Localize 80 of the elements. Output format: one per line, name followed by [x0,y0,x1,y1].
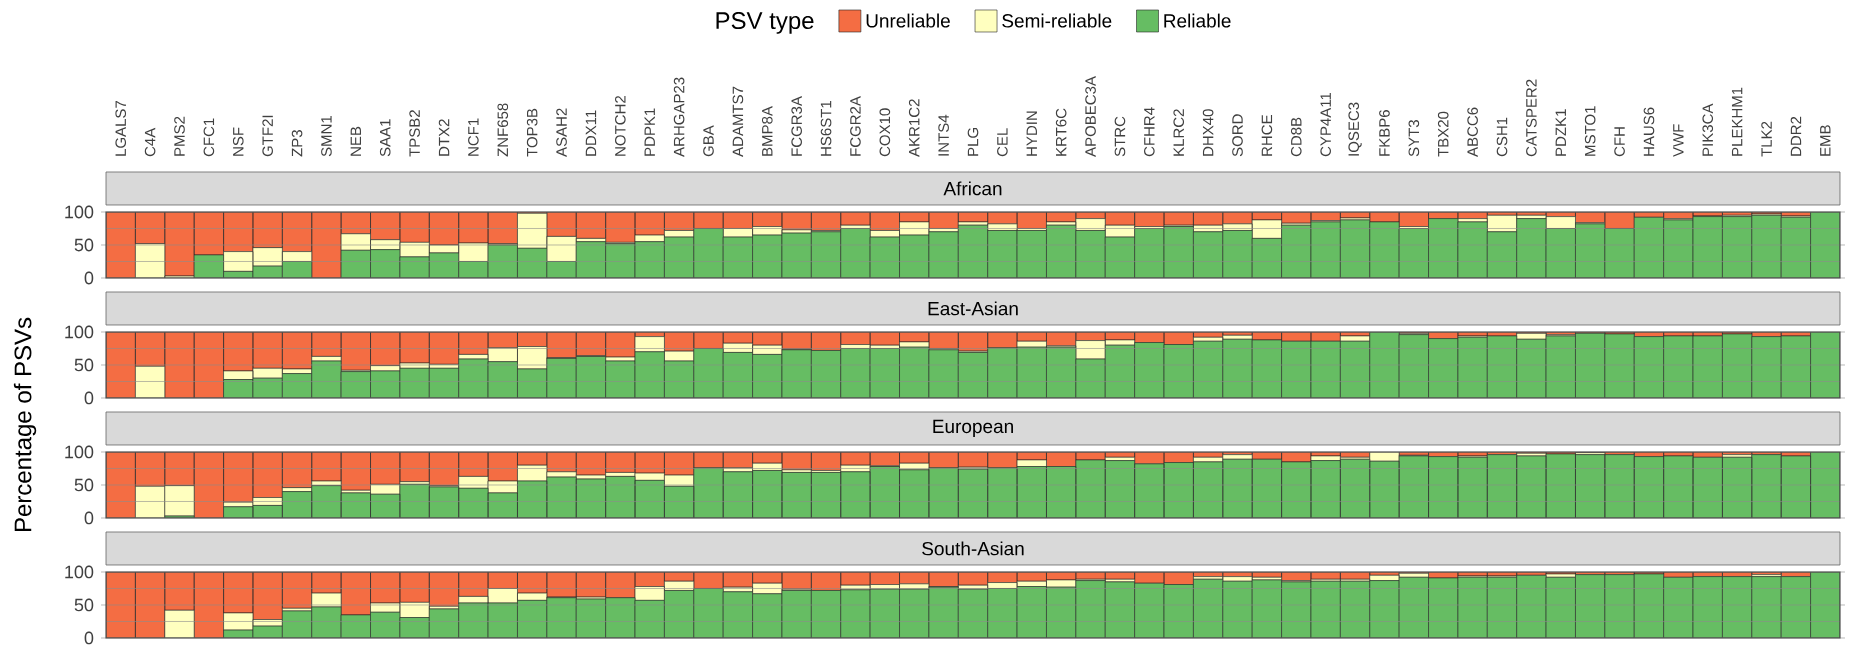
x-tick-label: DTX2 [438,119,450,156]
y-tick-label: 100 [65,565,94,579]
y-tick-label: 100 [65,445,94,459]
y-tick-label: 100 [65,205,94,219]
y-tick-label: 100 [65,325,94,339]
x-tick-label: ASAH2 [556,108,567,157]
x-tick-label: RHCE [1261,115,1273,156]
x-tick-label: CATSPER2 [1526,79,1537,157]
x-tick-label: MSTO1 [1584,106,1596,156]
x-tick-label: EMB [1820,125,1831,156]
x-tick-label: TPSB2 [409,110,420,157]
x-tick-label: FKBP6 [1379,110,1390,156]
x-tick-label: TLK2 [1761,121,1772,157]
chart-title: European [933,419,1013,437]
x-tick-label: DDR2 [1790,116,1802,156]
x-tick-label: FCGR2A [850,96,861,156]
x-tick-label: STRC [1114,116,1126,157]
x-tick-label: DHX40 [1202,109,1214,156]
x-tick-label: FCGR3A [791,96,802,156]
x-tick-label: GTF2I [262,115,273,157]
x-tick-label: VWF [1673,124,1684,157]
x-tick-label: ABCC6 [1467,107,1478,157]
x-tick-label: PLEKHM1 [1731,87,1743,156]
x-tick-label: ARHGAP23 [673,77,685,157]
x-tick-label: CEL [997,128,1008,157]
x-tick-label: CFC1 [203,118,215,157]
x-tick-label: C4A [144,127,156,157]
legend-label: Reliable [1164,13,1231,28]
y-tick-label: 50 [74,478,94,492]
x-tick-label: SMN1 [321,115,332,157]
x-tick-label: PMS2 [174,116,185,156]
chart-title: South-Asian [922,541,1024,556]
x-tick-label: ZNF658 [497,103,509,157]
x-tick-label: HYDIN [1026,111,1037,156]
x-tick-label: HS6ST1 [820,100,832,156]
y-tick-label: 50 [74,358,94,372]
x-tick-label: PDZK1 [1555,109,1566,156]
x-tick-label: NEB [350,126,361,156]
x-tick-label: CFH [1614,127,1625,157]
x-tick-label: KRT6C [1055,108,1067,156]
x-tick-label: PIK3CA [1702,103,1714,156]
x-tick-label: PDPK1 [644,108,655,156]
x-tick-label: PLG [967,128,979,156]
x-tick-label: TOP3B [526,108,538,157]
y-axis-title: Percentage of PSVs [13,317,37,532]
x-tick-label: IQSEC3 [1348,102,1362,156]
chart-title: East-Asian [928,301,1018,316]
y-tick-label: 0 [84,511,94,525]
x-tick-label: APOBEC3A [1085,76,1096,157]
x-tick-label: NOTCH2 [615,96,626,156]
x-tick-label: ADAMTS7 [732,86,744,157]
x-tick-label: AKR1C2 [908,99,920,157]
x-tick-label: COX10 [879,108,891,157]
x-tick-label: SAA1 [379,119,391,157]
x-tick-label: LGALS7 [115,100,127,156]
legend-title: PSV type [716,12,814,34]
x-tick-label: HAUS6 [1643,107,1655,156]
x-tick-label: SYT3 [1408,120,1420,157]
x-tick-label: NSF [232,127,244,156]
x-tick-label: KLRC2 [1173,109,1185,156]
x-tick-label: BMP8A [761,106,773,156]
x-tick-label: TBX20 [1437,111,1449,157]
y-tick-label: 0 [84,391,94,405]
y-tick-label: 0 [84,631,94,645]
x-tick-label: CD8B [1290,117,1302,157]
x-tick-label: INTS4 [938,114,949,156]
legend-label: Semi-reliable [1002,13,1112,28]
y-tick-label: 50 [74,238,94,252]
x-tick-label: SORD [1232,114,1243,157]
chart-title: African [943,181,1002,196]
y-tick-label: 0 [84,271,94,285]
x-tick-label: CSH1 [1496,117,1508,157]
x-tick-label: CFHR4 [1144,107,1155,157]
x-tick-label: DDX11 [585,110,597,156]
x-tick-label: CYP4A11 [1320,92,1331,157]
x-tick-label: NCF1 [468,118,479,156]
x-tick-label: GBA [703,125,714,157]
x-tick-label: ZP3 [291,130,303,157]
legend-label: Unreliable [866,13,950,28]
y-tick-label: 50 [74,598,94,612]
